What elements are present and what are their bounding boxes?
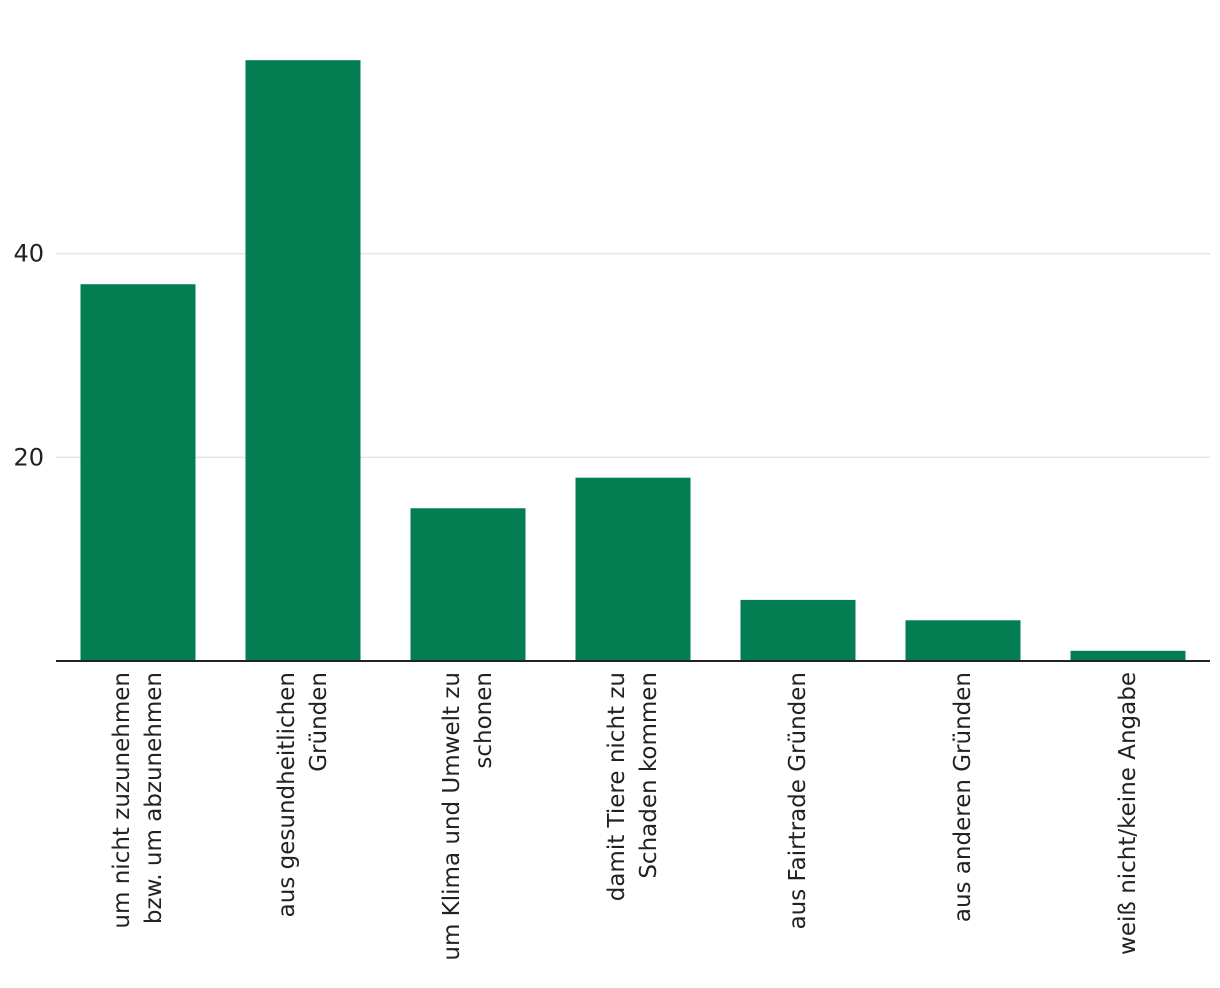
category-label: aus gesundheitlichen Gründen bbox=[274, 672, 332, 917]
category-label-line: bzw. um abzunehmen bbox=[141, 672, 167, 924]
bar bbox=[740, 599, 856, 661]
bar bbox=[245, 60, 361, 661]
bar bbox=[575, 477, 691, 661]
category-label-line: aus anderen Gründen bbox=[950, 672, 976, 922]
category-label-line: um nicht zuzunehmen bbox=[109, 672, 135, 929]
category-label: um nicht zuzunehmen bzw. um abzunehmen bbox=[109, 672, 167, 929]
bar bbox=[905, 620, 1021, 661]
y-tick-label: 20 bbox=[13, 443, 44, 471]
category-label: weiß nicht/keine Angabe bbox=[1115, 672, 1141, 955]
category-label-line: um Klima und Umwelt zu bbox=[439, 672, 465, 961]
y-tick-label: 40 bbox=[13, 240, 44, 268]
bars bbox=[80, 60, 1186, 661]
gridlines bbox=[56, 252, 1210, 459]
category-label: damit Tiere nicht zu Schaden kommen bbox=[604, 672, 662, 901]
bar bbox=[410, 508, 526, 661]
category-label: aus anderen Gründen bbox=[950, 672, 976, 922]
category-label: aus Fairtrade Gründen bbox=[785, 672, 811, 929]
category-label-line: aus Fairtrade Gründen bbox=[785, 672, 811, 929]
category-label-line: damit Tiere nicht zu bbox=[604, 672, 630, 901]
category-label-line: aus gesundheitlichen bbox=[274, 672, 300, 917]
category-label: um Klima und Umwelt zu schonen bbox=[439, 672, 497, 961]
category-label-line: Gründen bbox=[306, 672, 332, 772]
category-labels: um nicht zuzunehmen bzw. um abzunehmen aus… bbox=[109, 672, 1141, 961]
category-label-line: weiß nicht/keine Angabe bbox=[1115, 672, 1141, 955]
category-label-line: Schaden kommen bbox=[636, 672, 662, 879]
bar bbox=[80, 284, 196, 661]
bar bbox=[1070, 650, 1186, 661]
category-label-line: schonen bbox=[471, 672, 497, 769]
